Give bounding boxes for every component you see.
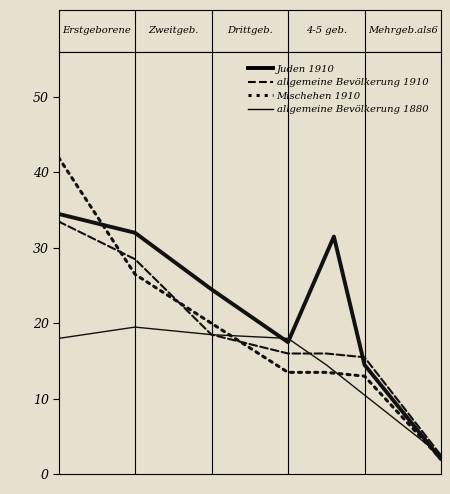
Text: Drittgeb.: Drittgeb. bbox=[227, 26, 273, 35]
Text: 4-5 geb.: 4-5 geb. bbox=[306, 26, 347, 35]
Text: Erstgeborene: Erstgeborene bbox=[63, 26, 131, 35]
Text: Zweitgeb.: Zweitgeb. bbox=[148, 26, 198, 35]
Legend: Juden 1910, allgemeine Bevölkerung 1910, Mischehen 1910, allgemeine Bevölkerung : Juden 1910, allgemeine Bevölkerung 1910,… bbox=[243, 61, 432, 119]
Text: Mehrgeb.als6: Mehrgeb.als6 bbox=[368, 26, 438, 35]
